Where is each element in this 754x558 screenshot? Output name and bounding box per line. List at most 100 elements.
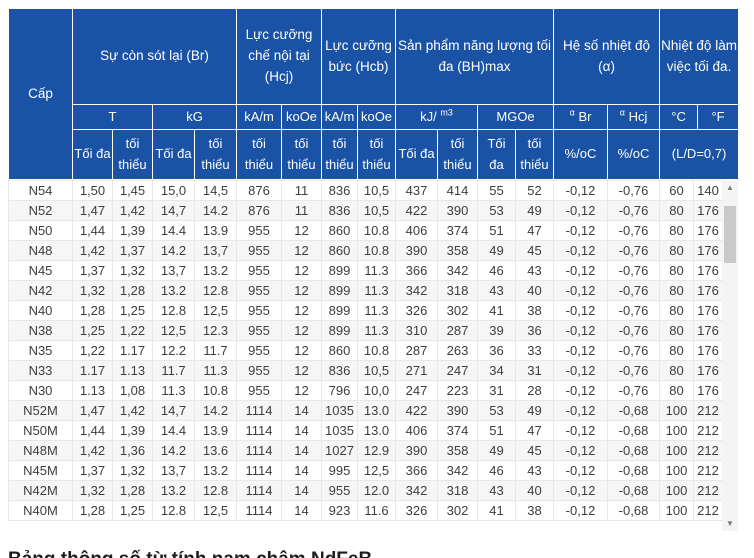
grade-cell: N35	[8, 340, 73, 362]
value-cell: 14.2	[152, 240, 195, 262]
value-cell: 342	[395, 280, 438, 302]
value-cell: 12.8	[194, 480, 237, 502]
value-cell: 1,22	[72, 340, 113, 362]
table-row: N40M 1,28 1,25 12.8 12,5 1114 14 923 11.6 326 302 4…	[8, 500, 723, 522]
grade-cell: N50	[8, 220, 73, 242]
value-cell: 1035	[321, 420, 358, 442]
value-cell: -0,12	[553, 220, 608, 242]
value-cell: 1,37	[72, 460, 113, 482]
value-cell: 1,42	[112, 200, 153, 222]
alpha-br-label: Br	[578, 109, 592, 124]
value-cell: 1,37	[72, 260, 113, 282]
value-cell: -0,68	[607, 440, 660, 462]
value-cell: 1,32	[112, 460, 153, 482]
value-cell: 176	[693, 320, 723, 342]
value-cell: 12	[281, 240, 322, 262]
value-cell: 10,5	[357, 180, 396, 202]
value-cell: -0,68	[607, 400, 660, 422]
value-cell: 12	[281, 220, 322, 242]
value-cell: 46	[477, 260, 516, 282]
value-cell: 140	[693, 180, 723, 202]
value-cell: 49	[515, 400, 554, 422]
grade-cell: N52	[8, 200, 73, 222]
value-cell: 11.7	[194, 340, 237, 362]
scrollbar-thumb[interactable]	[724, 206, 736, 264]
value-cell: 80	[659, 300, 694, 322]
scrollbar-down-button[interactable]: ▼	[722, 516, 738, 532]
grade-cell: N45	[8, 260, 73, 282]
value-cell: 12	[281, 320, 322, 342]
value-cell: 41	[477, 300, 516, 322]
value-cell: 100	[659, 440, 694, 462]
value-cell: 10,5	[357, 360, 396, 382]
value-cell: 14.4	[152, 420, 195, 442]
table-row: N42M 1,32 1,28 13.2 12.8 1114 14 955 12.0 342 318 4…	[8, 480, 723, 502]
value-cell: 100	[659, 420, 694, 442]
alpha-symbol: α	[569, 107, 575, 118]
value-cell: 318	[437, 280, 478, 302]
value-cell: 13,7	[152, 460, 195, 482]
value-cell: 1,45	[112, 180, 153, 202]
sub-kj-min: tối thiểu	[437, 129, 479, 181]
value-cell: 1.13	[72, 380, 113, 402]
value-cell: 287	[437, 320, 478, 342]
value-cell: 49	[477, 240, 516, 262]
value-cell: 1,25	[112, 500, 153, 522]
value-cell: 14	[281, 400, 322, 422]
value-cell: 1114	[236, 480, 282, 502]
value-cell: -0,68	[607, 480, 660, 502]
value-cell: 1027	[321, 440, 358, 462]
value-cell: 212	[693, 500, 723, 522]
value-cell: 13,7	[194, 240, 237, 262]
value-cell: 38	[515, 300, 554, 322]
sub-br-kg-max: Tối đa	[152, 129, 195, 181]
value-cell: -0,12	[553, 240, 608, 262]
value-cell: 100	[659, 460, 694, 482]
value-cell: 899	[321, 260, 358, 282]
value-cell: 14	[281, 420, 322, 442]
grade-cell: N50M	[8, 420, 73, 442]
value-cell: 342	[395, 480, 438, 502]
value-cell: 955	[236, 220, 282, 242]
sub-mgoe-min: tối thiểu	[515, 129, 555, 181]
unit-tesla: T	[72, 103, 153, 131]
value-cell: 49	[515, 200, 554, 222]
value-cell: 1,42	[112, 400, 153, 422]
value-cell: 10,5	[357, 200, 396, 222]
value-cell: 176	[693, 200, 723, 222]
value-cell: 836	[321, 360, 358, 382]
value-cell: 247	[437, 360, 478, 382]
value-cell: 1,32	[72, 280, 113, 302]
value-cell: 860	[321, 220, 358, 242]
value-cell: 1114	[236, 400, 282, 422]
value-cell: 12.8	[152, 500, 195, 522]
unit-alpha-br: α Br	[553, 103, 609, 131]
value-cell: 1,28	[112, 280, 153, 302]
value-cell: 40	[515, 280, 554, 302]
value-cell: 390	[437, 200, 478, 222]
value-cell: 11.3	[194, 360, 237, 382]
value-cell: 406	[395, 220, 438, 242]
value-cell: 1114	[236, 440, 282, 462]
value-cell: 247	[395, 380, 438, 402]
value-cell: 1,44	[72, 220, 113, 242]
table-row: N52 1,47 1,42 14,7 14.2 876 11 836 10,5 422 390 53 4…	[8, 200, 723, 222]
unit-kj-sup: m3	[440, 107, 453, 118]
value-cell: 1114	[236, 500, 282, 522]
value-cell: 876	[236, 200, 282, 222]
scrollbar-up-button[interactable]: ▲	[722, 180, 738, 196]
value-cell: 414	[437, 180, 478, 202]
value-cell: 390	[395, 440, 438, 462]
unit-hcb-kam: kA/m	[321, 103, 359, 131]
vertical-scrollbar[interactable]: ▲ ▼	[722, 180, 738, 532]
value-cell: 422	[395, 400, 438, 422]
value-cell: 223	[437, 380, 478, 402]
value-cell: 1,28	[72, 500, 113, 522]
value-cell: -0,12	[553, 320, 608, 342]
value-cell: 271	[395, 360, 438, 382]
header-group-alpha: Hệ số nhiệt độ (α)	[553, 8, 661, 105]
value-cell: 1,36	[112, 440, 153, 462]
value-cell: 1.17	[72, 360, 113, 382]
value-cell: 176	[693, 340, 723, 362]
value-cell: -0,12	[553, 500, 608, 522]
